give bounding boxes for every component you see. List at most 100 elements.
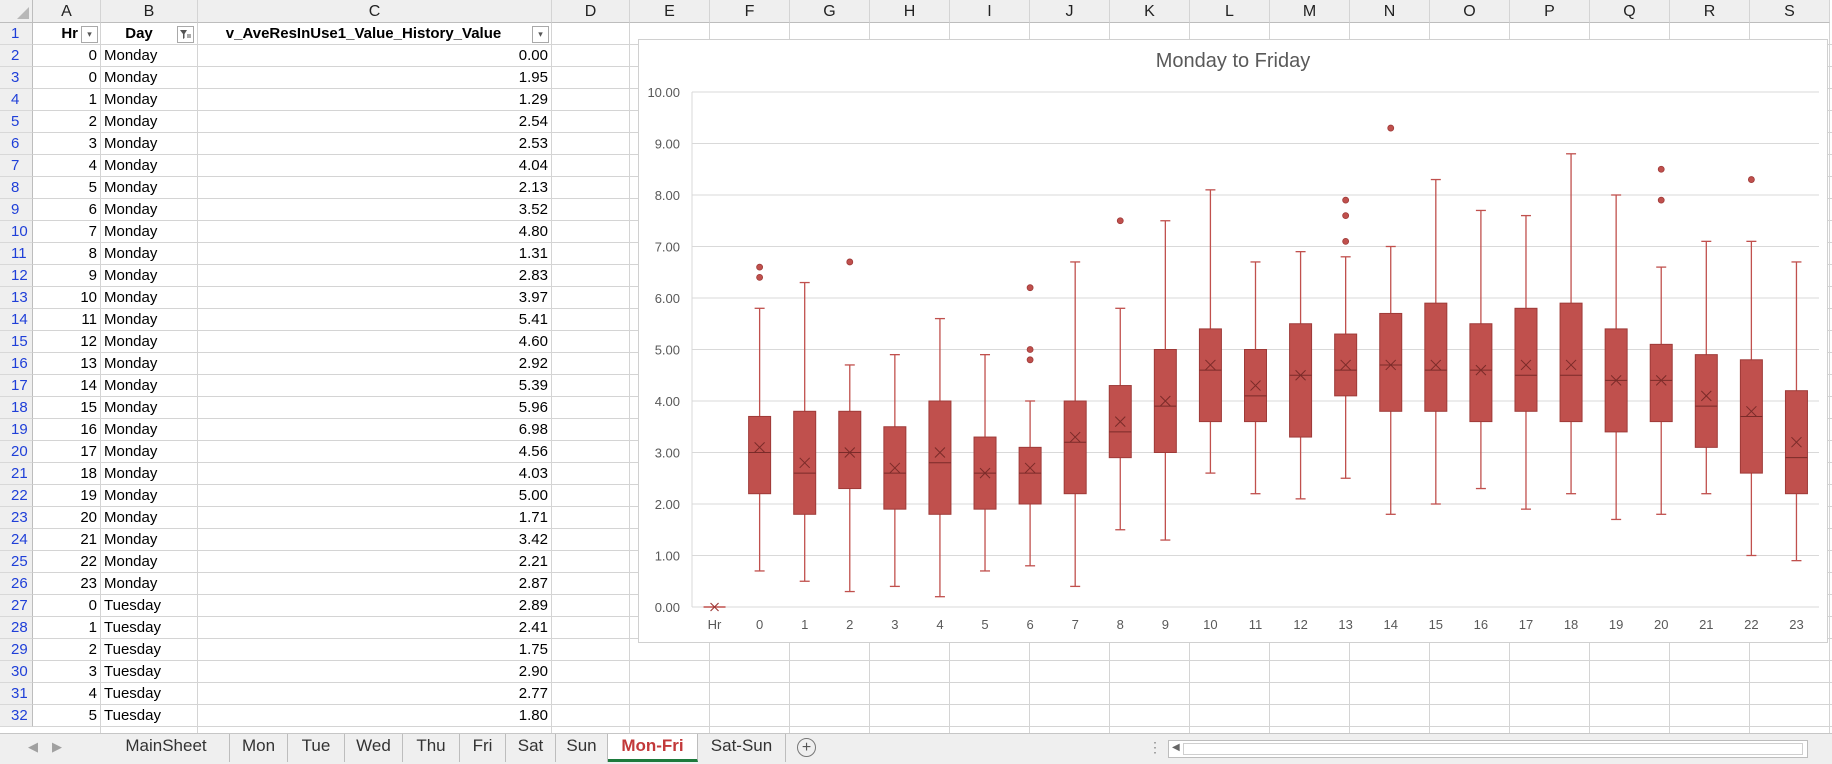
cell-hr[interactable]: 7 [33, 221, 101, 243]
cell-day[interactable]: Monday [101, 397, 198, 419]
row-header-3[interactable]: 3 [0, 67, 33, 89]
cell-hr[interactable]: 11 [33, 309, 101, 331]
cell-day[interactable]: Monday [101, 199, 198, 221]
cell-hr[interactable]: 18 [33, 463, 101, 485]
cell-value[interactable]: 4.04 [198, 155, 552, 177]
scroll-left-arrow-icon[interactable]: ◀ [1172, 742, 1180, 753]
row-header-32[interactable]: 32 [0, 705, 33, 727]
header-cell-value[interactable]: v_AveResInUse1_Value_History_Value [198, 23, 552, 45]
filter-active-day-icon[interactable] [177, 26, 194, 43]
cell-value[interactable]: 1.95 [198, 67, 552, 89]
cell-day[interactable]: Monday [101, 441, 198, 463]
cell-hr[interactable]: 14 [33, 375, 101, 397]
row-header-5[interactable]: 5 [0, 111, 33, 133]
row-header-11[interactable]: 11 [0, 243, 33, 265]
cell-hr[interactable]: 2 [33, 111, 101, 133]
cell-hr[interactable]: 3 [33, 133, 101, 155]
cell-value[interactable]: 5.00 [198, 485, 552, 507]
cell-day[interactable]: Monday [101, 507, 198, 529]
row-header-18[interactable]: 18 [0, 397, 33, 419]
cell-value[interactable]: 2.90 [198, 661, 552, 683]
column-header-M[interactable]: M [1270, 0, 1350, 23]
cell-hr[interactable]: 20 [33, 507, 101, 529]
cell-value[interactable]: 1.31 [198, 243, 552, 265]
cell-hr[interactable]: 1 [33, 617, 101, 639]
row-header-10[interactable]: 10 [0, 221, 33, 243]
cell-hr[interactable]: 16 [33, 419, 101, 441]
cell-day[interactable]: Monday [101, 529, 198, 551]
cell-day[interactable]: Monday [101, 111, 198, 133]
column-header-O[interactable]: O [1430, 0, 1510, 23]
sheet-tab-sat-sun[interactable]: Sat-Sun [698, 734, 786, 762]
row-header-9[interactable]: 9 [0, 199, 33, 221]
cell-value[interactable]: 4.80 [198, 221, 552, 243]
cell-hr[interactable]: 22 [33, 551, 101, 573]
column-header-J[interactable]: J [1030, 0, 1110, 23]
row-header-8[interactable]: 8 [0, 177, 33, 199]
filter-dropdown-value-icon[interactable]: ▾ [532, 26, 549, 43]
cell-hr[interactable]: 4 [33, 155, 101, 177]
column-header-G[interactable]: G [790, 0, 870, 23]
row-header-17[interactable]: 17 [0, 375, 33, 397]
column-header-S[interactable]: S [1750, 0, 1830, 23]
column-header-B[interactable]: B [101, 0, 198, 23]
cell-value[interactable]: 2.21 [198, 551, 552, 573]
filter-dropdown-hr-icon[interactable]: ▾ [81, 26, 98, 43]
cell-hr[interactable]: 0 [33, 45, 101, 67]
next-sheet-arrow-icon[interactable]: ▶ [52, 739, 62, 754]
sheet-tab-mon[interactable]: Mon [230, 734, 288, 762]
row-header-30[interactable]: 30 [0, 661, 33, 683]
cell-value[interactable]: 2.87 [198, 573, 552, 595]
sheet-tab-tue[interactable]: Tue [288, 734, 345, 762]
column-header-H[interactable]: H [870, 0, 950, 23]
cell-value[interactable]: 1.75 [198, 639, 552, 661]
sheet-tab-wed[interactable]: Wed [345, 734, 403, 762]
column-header-D[interactable]: D [552, 0, 630, 23]
select-all-corner[interactable] [0, 0, 33, 23]
row-header-6[interactable]: 6 [0, 133, 33, 155]
cell-day[interactable]: Monday [101, 67, 198, 89]
row-header-13[interactable]: 13 [0, 287, 33, 309]
cell-day[interactable]: Monday [101, 353, 198, 375]
cell-value[interactable]: 5.41 [198, 309, 552, 331]
cell-hr[interactable]: 2 [33, 639, 101, 661]
row-header-19[interactable]: 19 [0, 419, 33, 441]
cell-day[interactable]: Monday [101, 463, 198, 485]
cell-hr[interactable]: 15 [33, 397, 101, 419]
cell-value[interactable]: 2.41 [198, 617, 552, 639]
column-header-K[interactable]: K [1110, 0, 1190, 23]
cell-value[interactable]: 1.80 [198, 705, 552, 727]
cell-value[interactable]: 0.00 [198, 45, 552, 67]
cell-day[interactable]: Tuesday [101, 705, 198, 727]
cell-value[interactable]: 2.83 [198, 265, 552, 287]
cell-day[interactable]: Monday [101, 287, 198, 309]
cell-value[interactable]: 1.29 [198, 89, 552, 111]
cell-value[interactable]: 2.13 [198, 177, 552, 199]
cell-value[interactable]: 4.03 [198, 463, 552, 485]
row-header-15[interactable]: 15 [0, 331, 33, 353]
cell-hr[interactable]: 0 [33, 595, 101, 617]
cell-day[interactable]: Tuesday [101, 639, 198, 661]
row-header-28[interactable]: 28 [0, 617, 33, 639]
row-header-27[interactable]: 27 [0, 595, 33, 617]
cell-hr[interactable]: 12 [33, 331, 101, 353]
cell-value[interactable]: 2.53 [198, 133, 552, 155]
row-header-12[interactable]: 12 [0, 265, 33, 287]
cell-hr[interactable]: 10 [33, 287, 101, 309]
row-header-4[interactable]: 4 [0, 89, 33, 111]
row-header-29[interactable]: 29 [0, 639, 33, 661]
cell-day[interactable]: Monday [101, 419, 198, 441]
row-header-14[interactable]: 14 [0, 309, 33, 331]
cell-hr[interactable]: 0 [33, 67, 101, 89]
cell-day[interactable]: Monday [101, 485, 198, 507]
cell-hr[interactable]: 19 [33, 485, 101, 507]
cell-value[interactable]: 4.56 [198, 441, 552, 463]
horizontal-scrollbar[interactable]: ◀ [1168, 740, 1808, 758]
column-header-A[interactable]: A [33, 0, 101, 23]
cell-day[interactable]: Monday [101, 573, 198, 595]
cell-hr[interactable]: 5 [33, 177, 101, 199]
cell-day[interactable]: Monday [101, 221, 198, 243]
column-header-L[interactable]: L [1190, 0, 1270, 23]
column-header-R[interactable]: R [1670, 0, 1750, 23]
cell-value[interactable]: 5.96 [198, 397, 552, 419]
